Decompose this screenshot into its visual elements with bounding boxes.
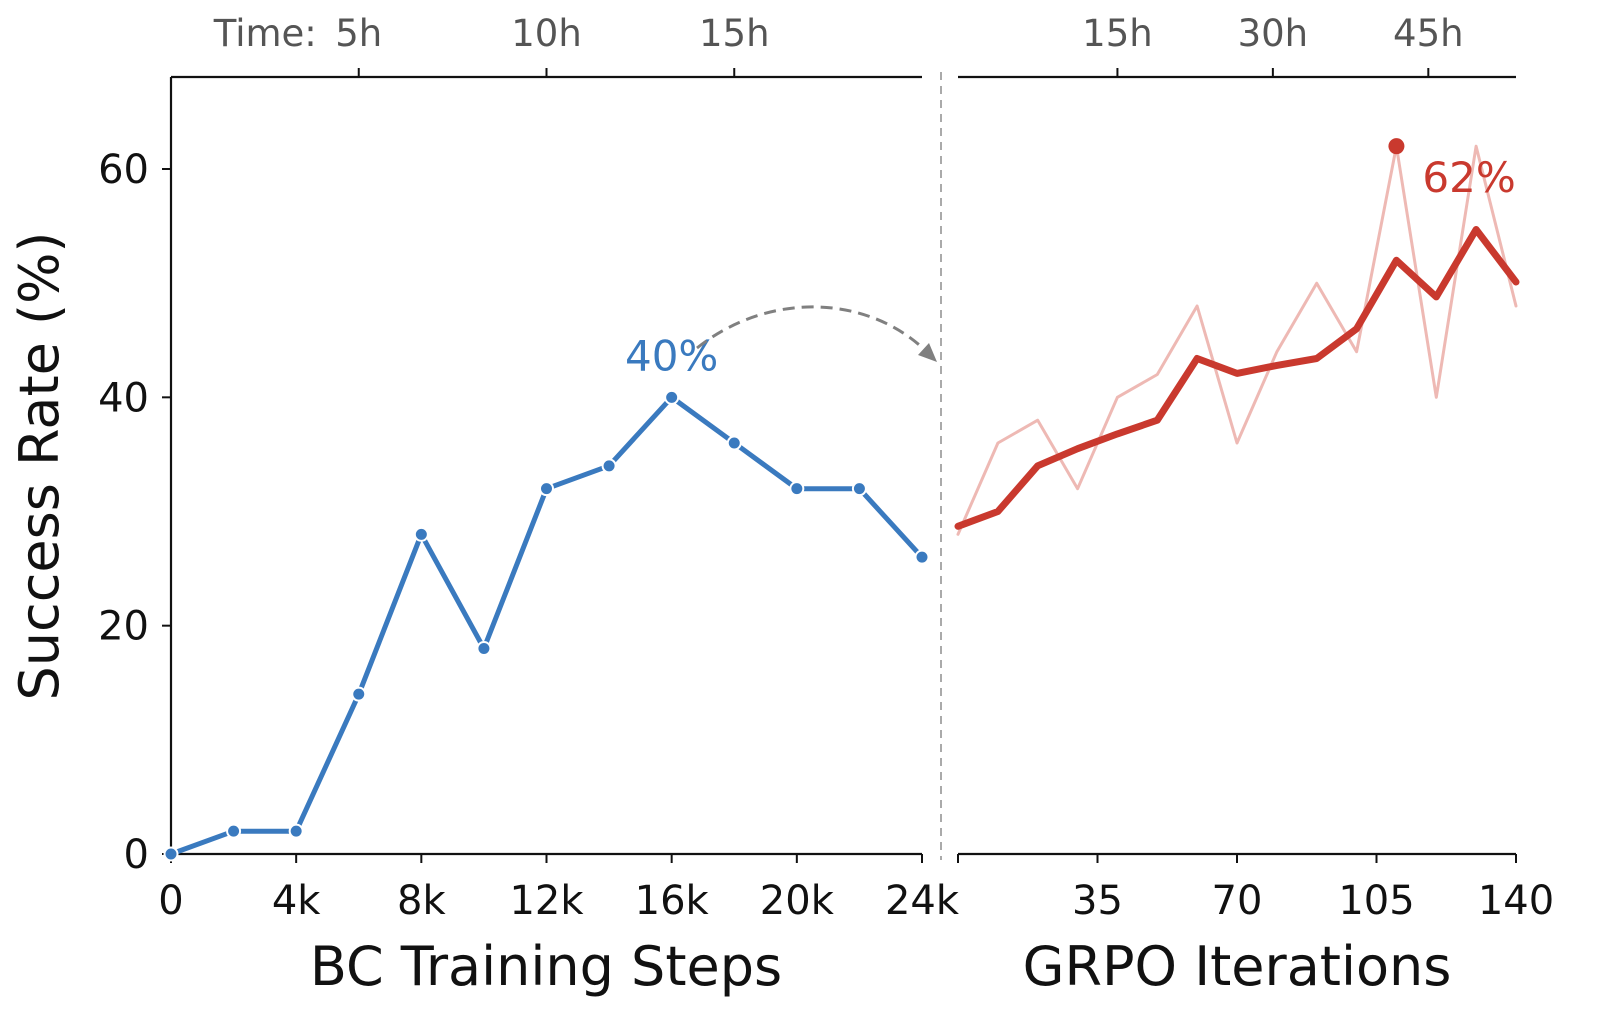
y-tick-label: 40	[98, 375, 149, 421]
bc-data-point	[351, 686, 367, 702]
right-panel: GRPO Iterations 35 70 105 140 15h 30h 45h 62%	[954, 12, 1554, 998]
y-axis-title: Success Rate (%)	[8, 232, 71, 701]
left-x-tick-label: 8k	[397, 878, 446, 924]
transfer-arrow-head	[918, 343, 937, 362]
right-x-tick-label: 70	[1212, 878, 1263, 924]
right-x-tick-label: 35	[1072, 878, 1123, 924]
y-tick-label: 20	[98, 604, 149, 650]
left-top-tick-label: 10h	[511, 12, 582, 55]
y-tick-label: 0	[124, 832, 149, 878]
bc-data-point	[288, 823, 304, 839]
bc-data-point	[789, 481, 805, 497]
transfer-arrow	[696, 305, 937, 362]
bc-series-line	[168, 394, 925, 857]
grpo-peak-label: 62%	[1422, 153, 1515, 202]
left-panel: BC Training Steps Success Rate (%) 0 4k 8k…	[8, 12, 960, 998]
right-x-tick-label: 140	[1478, 878, 1554, 924]
bc-data-point	[851, 481, 867, 497]
bc-data-point	[163, 846, 179, 862]
left-top-tick-label: 15h	[699, 12, 770, 55]
grpo-smoothed-line	[954, 226, 1520, 530]
right-series-group: 62%	[954, 138, 1520, 536]
right-top-tick-label: 45h	[1393, 12, 1464, 55]
right-x-axis-title: GRPO Iterations	[1023, 935, 1452, 998]
grpo-peak-marker	[1388, 138, 1405, 155]
bc-data-point	[664, 389, 680, 405]
left-x-tick-label: 12k	[509, 878, 584, 924]
left-x-tick-label: 20k	[760, 878, 835, 924]
left-top-tick-label: 5h	[335, 12, 382, 55]
left-x-axis-title: BC Training Steps	[310, 935, 782, 998]
left-x-tick-label: 24k	[885, 878, 960, 924]
right-tick-group: 35 70 105 140 15h 30h 45h	[957, 12, 1554, 924]
left-x-tick-label: 16k	[635, 878, 710, 924]
bc-peak-label: 40%	[625, 331, 718, 380]
right-top-tick-label: 30h	[1238, 12, 1309, 55]
y-tick-label: 60	[98, 147, 149, 193]
transfer-arrow-curve	[696, 305, 930, 355]
bc-data-point	[476, 641, 492, 656]
bc-data-point	[914, 549, 930, 565]
right-top-tick-label: 15h	[1082, 12, 1153, 55]
bc-data-point	[601, 458, 617, 474]
grpo-raw-line	[956, 144, 1518, 536]
left-x-tick-label: 0	[158, 878, 183, 924]
left-series-group: 40%	[163, 331, 930, 862]
left-tick-group: 0 4k 8k 12k 16k 20k 24k 0 20 40 60 5h Time: 10h 15h	[98, 12, 960, 924]
bc-data-point	[226, 823, 242, 839]
bc-data-point	[413, 526, 429, 542]
bc-data-point	[539, 481, 554, 497]
bc-data-point	[726, 435, 742, 451]
right-x-tick-label: 105	[1338, 878, 1414, 924]
top-axis-prefix: Time:	[213, 12, 317, 55]
left-x-tick-label: 4k	[272, 878, 321, 924]
